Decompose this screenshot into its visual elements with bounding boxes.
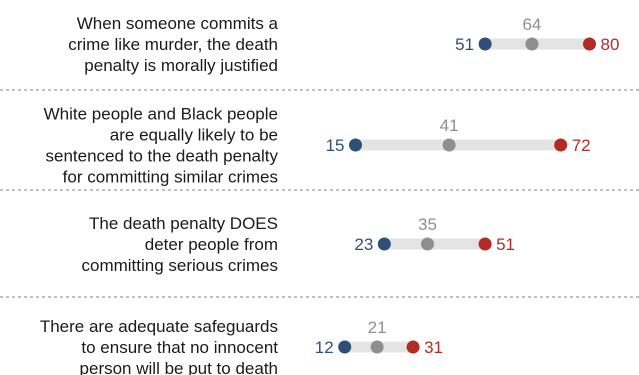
low-dot bbox=[349, 138, 362, 152]
high-dot bbox=[554, 138, 568, 152]
low-dot bbox=[338, 340, 352, 354]
category-label: There are adequate safeguards bbox=[40, 317, 278, 336]
high-value-label: 80 bbox=[601, 35, 620, 54]
category-label: deter people from bbox=[145, 235, 278, 254]
category-label: for committing similar crimes bbox=[63, 168, 278, 187]
high-dot bbox=[478, 237, 492, 251]
middle-value-label: 41 bbox=[440, 116, 459, 135]
category-label: crime like murder, the death bbox=[68, 35, 278, 54]
low-value-label: 51 bbox=[455, 35, 474, 54]
category-label: sentenced to the death penalty bbox=[45, 147, 278, 166]
low-value-label: 12 bbox=[315, 338, 334, 357]
chart-rows: When someone commits a crime like murder,… bbox=[40, 14, 620, 375]
middle-value-label: 35 bbox=[418, 215, 437, 234]
category-label: penalty is morally justified bbox=[84, 56, 278, 75]
high-dot bbox=[583, 37, 596, 51]
category-label: to ensure that no innocent bbox=[81, 338, 278, 357]
middle-value-label: 21 bbox=[368, 318, 387, 337]
middle-dot bbox=[421, 237, 434, 251]
middle-dot bbox=[442, 138, 456, 152]
high-dot bbox=[406, 340, 420, 354]
low-dot bbox=[377, 237, 391, 251]
chart-row: The death penalty DOES deter people from c… bbox=[82, 214, 516, 275]
low-value-label: 23 bbox=[354, 235, 373, 254]
chart-row: White people and Black people are equally… bbox=[44, 105, 591, 187]
high-value-label: 51 bbox=[496, 235, 515, 254]
high-value-label: 31 bbox=[424, 338, 443, 357]
middle-value-label: 64 bbox=[522, 15, 541, 34]
category-label: person will be put to death bbox=[80, 359, 278, 375]
category-label: White people and Black people bbox=[44, 105, 278, 124]
low-value-label: 15 bbox=[326, 136, 345, 155]
middle-dot bbox=[370, 340, 384, 354]
category-label: When someone commits a bbox=[77, 14, 279, 33]
category-label: The death penalty DOES bbox=[89, 214, 278, 233]
chart-row: When someone commits a crime like murder,… bbox=[68, 14, 619, 75]
chart-row: There are adequate safeguards to ensure t… bbox=[40, 317, 443, 375]
row-dividers bbox=[0, 89, 639, 298]
low-dot bbox=[478, 37, 492, 51]
category-label: are equally likely to be bbox=[110, 126, 278, 145]
high-value-label: 72 bbox=[572, 136, 591, 155]
middle-dot bbox=[525, 37, 539, 51]
category-label: committing serious crimes bbox=[82, 256, 279, 275]
